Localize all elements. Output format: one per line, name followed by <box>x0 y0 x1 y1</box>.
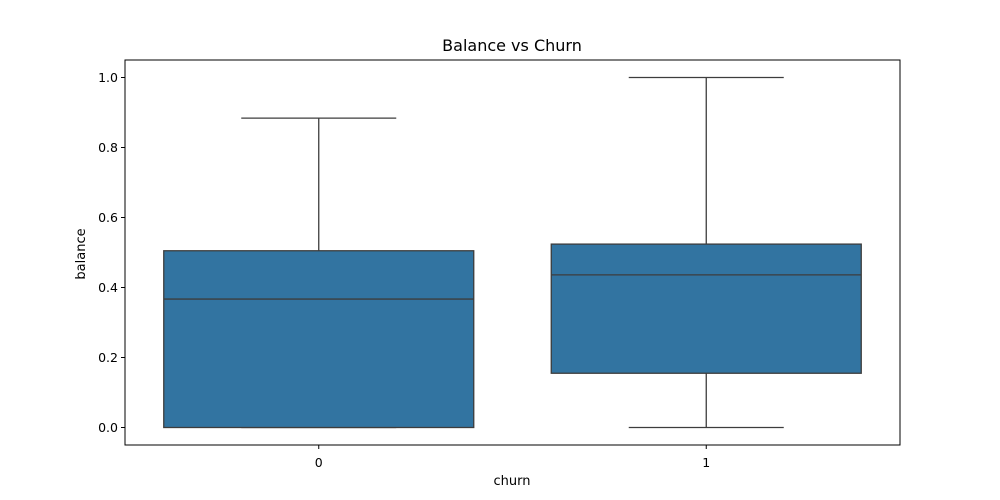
y-tick-label: 0.0 <box>98 420 118 435</box>
plot-area: 0.0 0.2 0.4 0.6 0.8 1.0 0 1 <box>98 70 862 470</box>
x-axis-label: churn <box>494 474 531 489</box>
y-tick-label: 0.6 <box>98 210 118 225</box>
y-tick-label: 0.8 <box>98 140 118 155</box>
box-iqr <box>550 243 862 374</box>
x-tick-label: 0 <box>315 455 323 470</box>
y-tick-label: 0.2 <box>98 350 118 365</box>
y-tick-label: 1.0 <box>98 70 118 85</box>
x-tick-label: 1 <box>702 455 710 470</box>
plot-frame <box>124 59 901 446</box>
chart-title: Balance vs Churn <box>442 36 582 55</box>
y-axis-label: balance <box>74 228 89 279</box>
box-iqr <box>163 250 475 429</box>
y-tick-label: 0.4 <box>98 280 118 295</box>
